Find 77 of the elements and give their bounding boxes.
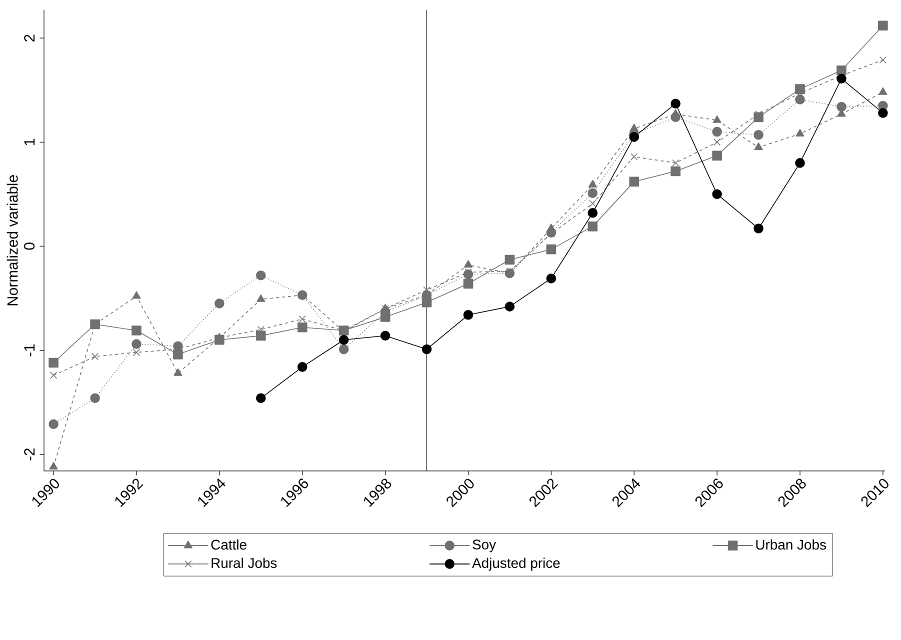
point [836,65,846,76]
point [630,153,638,160]
point [713,138,721,146]
point [712,189,722,200]
y-tick-label: -1 [24,344,35,356]
point [422,298,432,308]
point [670,166,680,176]
point [754,142,763,150]
point [546,244,556,254]
point [256,330,266,341]
point [90,393,100,404]
y-tick-label: 0 [24,242,35,250]
point [588,208,598,218]
point [712,126,722,137]
point [132,348,140,356]
point [878,87,888,95]
point [878,108,888,118]
point [297,322,308,332]
point [132,326,142,336]
point [91,352,99,360]
point [49,462,58,470]
point [174,368,182,376]
point [796,128,804,136]
point [672,159,680,167]
point [380,330,390,341]
point [878,20,888,30]
legend-label: Rural Jobs [212,558,277,568]
point [589,200,596,208]
point [754,224,764,234]
point [256,270,266,280]
point [795,94,805,104]
point [463,278,474,289]
point [588,188,598,198]
point [463,310,474,320]
point [338,344,349,354]
point [754,130,764,140]
point [588,222,598,232]
point [256,294,266,302]
point [50,372,58,379]
point [173,350,183,360]
point [380,312,390,322]
point [795,84,805,94]
point [836,74,846,84]
point [298,315,306,323]
legend-label: Adjusted price [472,558,560,571]
point [588,180,597,188]
point [464,260,473,268]
point [90,319,100,330]
point [879,56,887,64]
y-tick-label: -2 [24,448,35,460]
point [670,112,680,122]
point [504,302,515,312]
legend-label: Soy [472,540,496,552]
point [629,132,640,142]
point [214,298,224,308]
point [546,274,556,284]
legend-label: Urban Jobs [756,539,826,550]
y-tick-label: 2 [24,34,35,42]
point [48,358,58,368]
point [132,291,141,299]
point [132,339,142,349]
point [422,344,432,354]
point [712,115,722,123]
y-axis-title: Normalized variable [6,175,18,306]
point [712,150,722,161]
point [629,176,640,187]
point [256,393,266,404]
point [795,158,805,168]
point [48,419,58,430]
y-tick-label: 1 [24,138,35,146]
point [670,98,680,109]
legend-label: Cattle [211,539,246,550]
point [297,362,308,372]
point [338,334,349,345]
point [836,102,846,112]
point [297,290,308,300]
point [504,254,515,265]
